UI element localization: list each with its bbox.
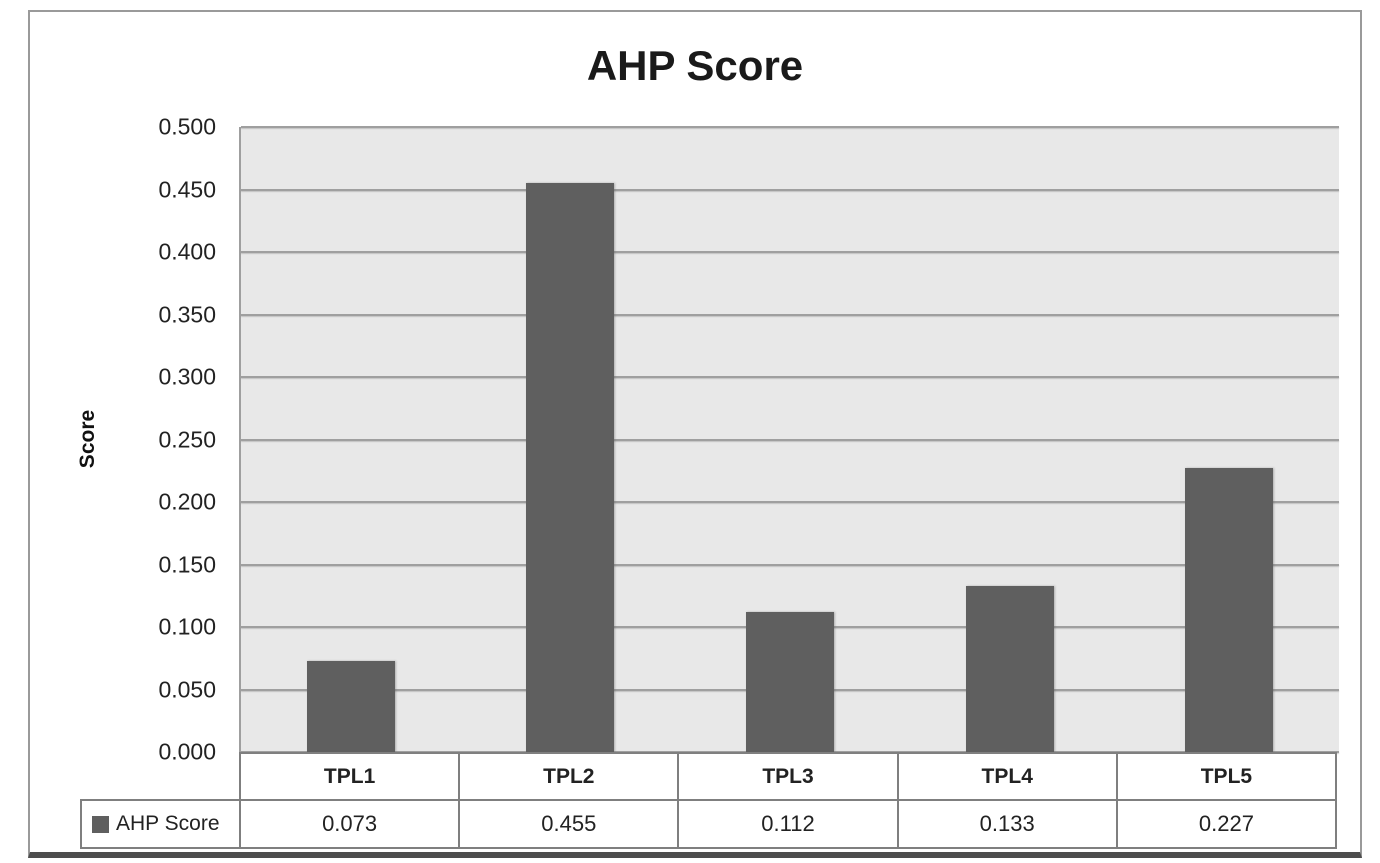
legend-swatch-icon (92, 815, 109, 833)
category-label-tpl5: TPL5 (1115, 754, 1335, 799)
gridline (241, 126, 1339, 128)
y-tick-label: 0.400 (158, 238, 216, 265)
gridline (241, 438, 1339, 441)
y-tick-label: 0.450 (158, 176, 216, 202)
bar-tpl2 (526, 183, 615, 752)
y-tick-label: 0.250 (158, 426, 216, 452)
gridline (241, 501, 1339, 503)
y-tick-label: 0.000 (158, 738, 216, 765)
bar-tpl3 (746, 612, 834, 752)
chart-title: AHP Score (586, 42, 804, 89)
y-tick-label: 0.350 (158, 301, 216, 327)
category-label-tpl2: TPL2 (458, 754, 677, 799)
value-cell-tpl2: 0.455 (458, 801, 677, 847)
y-tick-label: 0.050 (158, 676, 216, 702)
y-tick-label: 0.150 (158, 551, 216, 577)
gridline (241, 251, 1339, 253)
value-cell-tpl3: 0.112 (677, 801, 896, 847)
legend-cell: AHP Score (80, 799, 241, 849)
bar-tpl1 (306, 660, 395, 752)
gridline (241, 313, 1339, 316)
y-axis-tick-labels: 0.500 0.450 0.400 0.350 0.300 0.250 0.200 0.150… (30, 114, 216, 765)
y-tick-label: 0.200 (158, 488, 216, 515)
plot-area (239, 126, 1339, 753)
bar-tpl4 (965, 585, 1054, 752)
y-tick-label: 0.300 (158, 363, 216, 390)
legend-series-label: AHP Score (116, 812, 220, 835)
bar-tpl5 (1185, 468, 1274, 752)
value-cell-tpl4: 0.133 (896, 801, 1116, 847)
y-tick-label: 0.500 (158, 113, 216, 140)
gridline (241, 188, 1339, 191)
category-axis-row: TPL1 TPL2 TPL3 TPL4 TPL5 (239, 752, 1337, 801)
y-tick-label: 0.100 (158, 613, 216, 640)
category-label-tpl3: TPL3 (677, 754, 896, 799)
chart-frame: AHP Score Score 0.500 0.450 0.400 0.350 0.30… (28, 10, 1362, 858)
value-cell-tpl5: 0.227 (1115, 801, 1335, 847)
gridline (241, 563, 1339, 566)
value-cell-tpl1: 0.073 (322, 811, 378, 836)
category-label-tpl4: TPL4 (896, 754, 1116, 799)
gridline (241, 376, 1339, 378)
data-table-value-row: 0.073 0.455 0.112 0.133 0.227 (239, 799, 1337, 849)
category-label-tpl1: TPL1 (323, 764, 376, 788)
